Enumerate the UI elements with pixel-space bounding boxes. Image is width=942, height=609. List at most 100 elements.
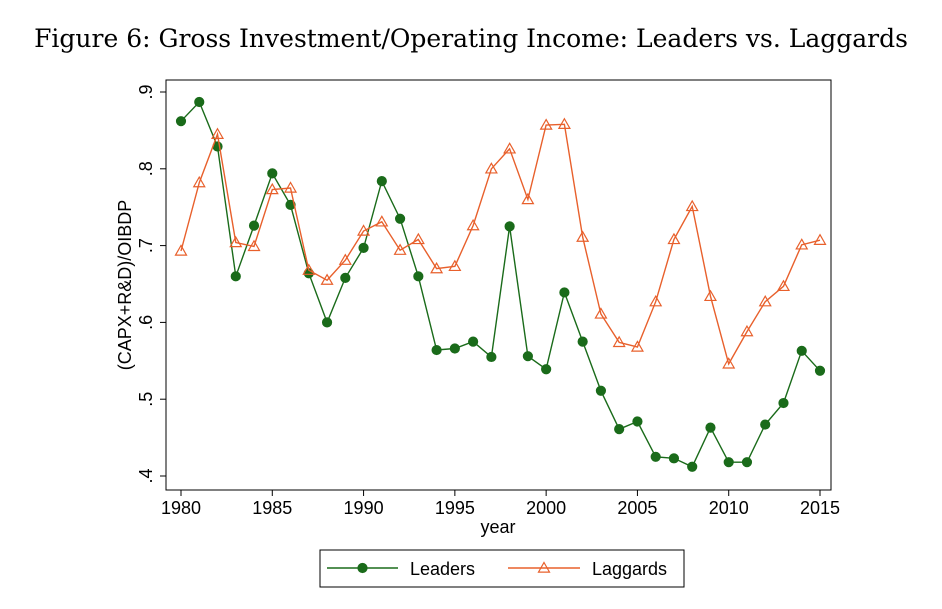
- laggards-point: [740, 324, 754, 337]
- leaders-point: [814, 365, 826, 376]
- leaders-point: [741, 457, 753, 468]
- laggards-point: [703, 289, 717, 302]
- x-tick-label: 1985: [252, 498, 292, 518]
- laggards-point: [685, 199, 699, 212]
- x-tick-label: 2010: [709, 498, 749, 518]
- legend-item-leaders: Leaders: [327, 559, 475, 579]
- leaders-point: [449, 343, 460, 354]
- series-layer: [174, 96, 827, 472]
- x-axis-label: year: [480, 517, 515, 537]
- leaders-point: [175, 116, 187, 127]
- laggards-point: [503, 142, 517, 154]
- leaders-point: [321, 317, 333, 328]
- laggards-point: [284, 181, 298, 193]
- x-tick-label: 2015: [800, 498, 840, 518]
- leaders-point: [340, 272, 351, 283]
- leaders-point: [541, 364, 552, 375]
- x-tick-label: 1990: [344, 498, 384, 518]
- laggards-point: [302, 263, 316, 275]
- series-line-leaders: [180, 100, 821, 468]
- laggards-point: [758, 294, 772, 307]
- y-tick-label: .6: [136, 315, 156, 330]
- leaders-point: [248, 220, 260, 231]
- leaders-point: [230, 271, 241, 282]
- laggards-point: [174, 244, 188, 256]
- laggards-point: [375, 215, 389, 227]
- series-laggards: [174, 117, 827, 369]
- leaders-point: [413, 271, 424, 282]
- legend-item-laggards: Laggards: [508, 559, 667, 579]
- leaders-point: [687, 461, 698, 472]
- x-tick-label: 2005: [617, 498, 657, 518]
- leaders-point: [650, 451, 661, 462]
- leaders-point: [357, 562, 368, 574]
- legend-label: Laggards: [592, 559, 667, 579]
- leaders-point: [358, 242, 369, 254]
- leaders-point: [778, 397, 789, 409]
- laggards-point: [594, 307, 608, 319]
- laggards-point: [411, 232, 425, 245]
- y-tick-label: .5: [136, 392, 156, 407]
- leaders-point: [431, 344, 442, 356]
- leaders-point: [285, 199, 296, 210]
- laggards-point: [521, 192, 535, 205]
- laggards-point: [576, 230, 590, 242]
- laggards-point: [795, 238, 809, 250]
- series-leaders: [175, 96, 826, 472]
- laggards-point: [722, 357, 736, 369]
- leaders-point: [504, 221, 515, 232]
- leaders-point: [723, 457, 734, 468]
- leaders-point: [486, 351, 497, 363]
- y-tick-label: .8: [136, 161, 156, 176]
- y-tick-label: .9: [136, 84, 156, 99]
- y-tick-label: .4: [136, 468, 156, 483]
- laggards-point: [484, 162, 498, 174]
- leaders-point: [595, 385, 607, 396]
- laggards-point: [776, 279, 791, 292]
- leaders-point: [614, 424, 625, 435]
- figure-title: Figure 6: Gross Investment/Operating Inc…: [34, 24, 908, 53]
- laggards-point: [539, 118, 553, 130]
- laggards-point: [813, 233, 827, 245]
- laggards-point: [612, 335, 626, 348]
- laggards-point: [210, 127, 225, 139]
- laggards-point: [393, 243, 407, 255]
- legend-label: Leaders: [410, 559, 475, 579]
- laggards-point: [537, 561, 551, 573]
- laggards-point: [466, 218, 480, 231]
- laggards-point: [247, 239, 261, 252]
- leaders-point: [394, 213, 406, 224]
- leaders-point: [522, 351, 533, 362]
- laggards-point: [557, 117, 571, 129]
- leaders-point: [468, 336, 479, 347]
- laggards-point: [649, 294, 663, 307]
- leaders-point: [796, 345, 807, 356]
- laggards-point: [265, 182, 279, 195]
- laggards-point: [192, 175, 206, 188]
- leaders-point: [632, 416, 643, 427]
- leaders-point: [760, 419, 771, 430]
- leaders-point: [705, 422, 716, 433]
- laggards-point: [229, 235, 243, 248]
- laggards-point: [430, 261, 444, 274]
- y-tick-label: .7: [136, 238, 156, 253]
- laggards-point: [320, 273, 334, 285]
- leaders-point: [376, 175, 387, 187]
- leaders-point: [668, 453, 680, 464]
- x-axis: 1980 1985 1990 1995 2000 2005 2010 2015: [161, 490, 840, 518]
- x-tick-label: 1995: [435, 498, 475, 518]
- laggards-point: [448, 259, 462, 272]
- x-tick-label: 2000: [526, 498, 566, 518]
- laggards-point: [357, 224, 371, 236]
- y-axis-label: (CAPX+R&D)/OIBDP: [115, 200, 135, 371]
- leaders-point: [559, 287, 570, 298]
- laggards-point: [338, 253, 352, 265]
- x-tick-label: 1980: [161, 498, 201, 518]
- leaders-point: [194, 96, 205, 108]
- leaders-point: [577, 336, 588, 347]
- leaders-point: [267, 168, 278, 179]
- y-axis: .4 .5 .6 .7 .8 .9: [136, 84, 166, 484]
- series-line-laggards: [180, 123, 821, 366]
- plot-frame: [165, 79, 832, 491]
